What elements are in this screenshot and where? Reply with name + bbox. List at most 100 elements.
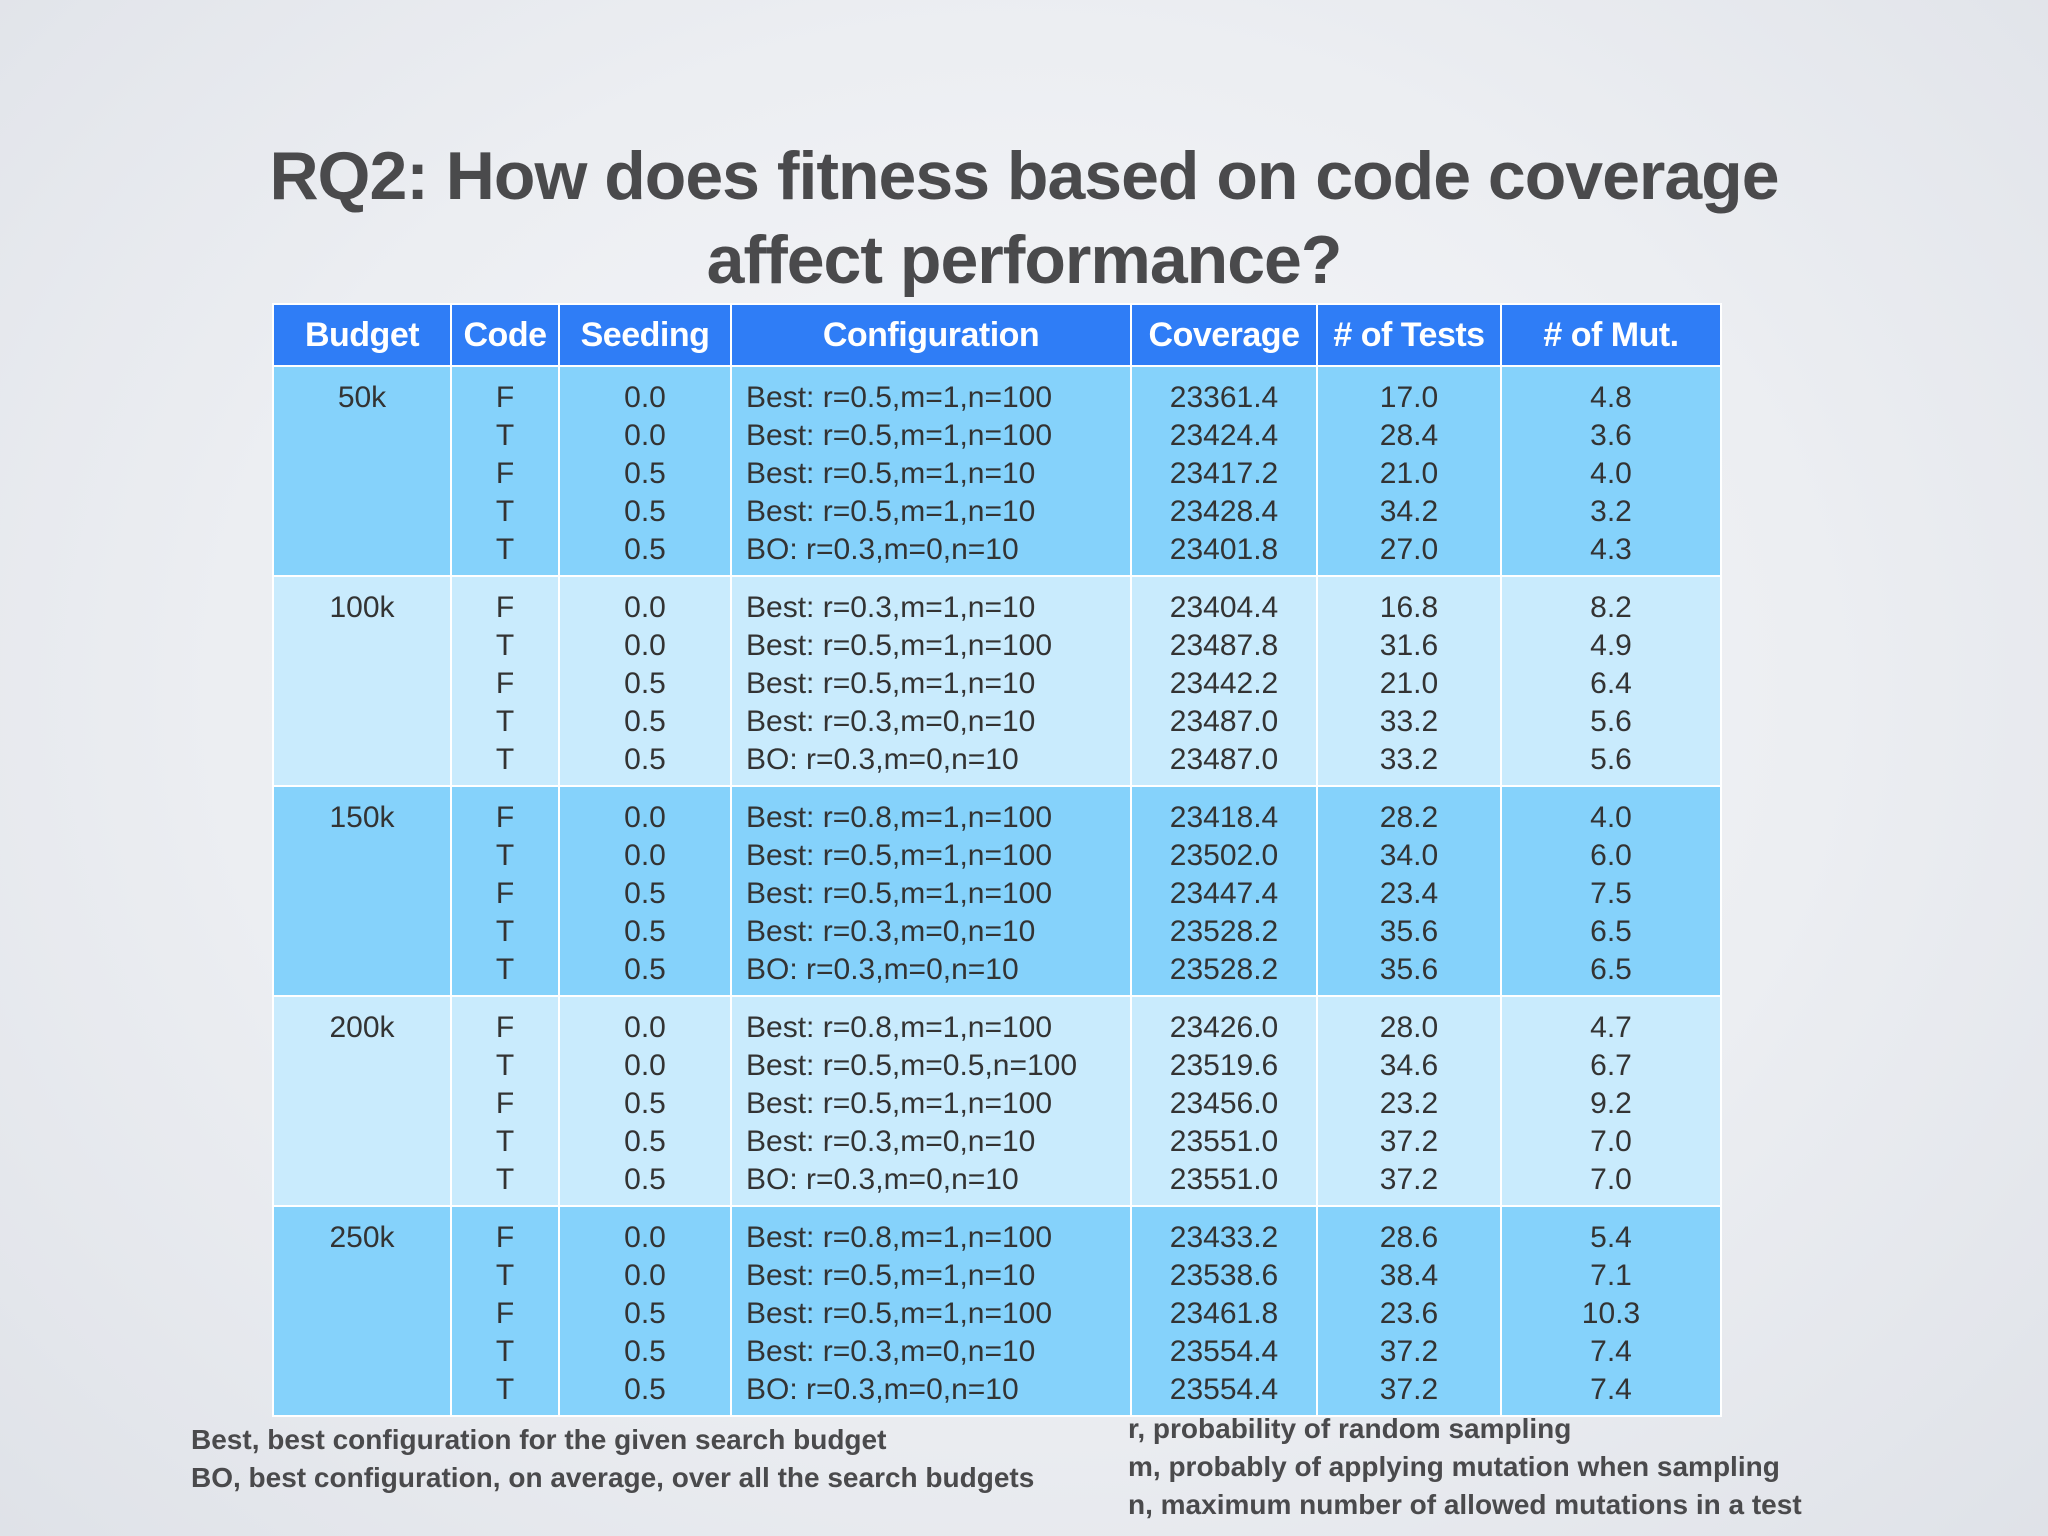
code-value: F — [495, 591, 515, 624]
tests-value: 31.6 — [1379, 629, 1439, 662]
configuration-value: Best: r=0.5,m=1,n=10 — [746, 667, 1036, 700]
coverage-cell: 23433.2 23538.6 23461.8 23554.4 23554.4 — [1130, 1205, 1318, 1417]
budget-value: 250k — [329, 1221, 395, 1254]
budget-value: 150k — [329, 801, 395, 834]
mutations-value: 3.2 — [1590, 495, 1632, 528]
configuration-value: BO: r=0.3,m=0,n=10 — [746, 1373, 1019, 1406]
coverage-value: 23502.0 — [1169, 839, 1279, 872]
configuration-value: BO: r=0.3,m=0,n=10 — [746, 743, 1019, 776]
tests-cell: 17.0 28.4 21.0 34.2 27.0 — [1316, 365, 1502, 577]
tests-value: 35.6 — [1379, 915, 1439, 948]
header-coverage: Coverage — [1130, 303, 1318, 367]
coverage-value: 23554.4 — [1169, 1373, 1279, 1406]
code-value: T — [495, 839, 515, 872]
configuration-value: Best: r=0.5,m=1,n=10 — [746, 457, 1036, 490]
tests-value: 38.4 — [1379, 1259, 1439, 1292]
mutations-cell: 4.0 6.0 7.5 6.5 6.5 — [1500, 785, 1722, 997]
seeding-value: 0.0 — [624, 1011, 666, 1044]
code-value: F — [495, 877, 515, 910]
mutations-value: 8.2 — [1590, 591, 1632, 624]
header-mutations: # of Mut. — [1500, 303, 1722, 367]
configuration-value: BO: r=0.3,m=0,n=10 — [746, 953, 1019, 986]
configuration-value: Best: r=0.5,m=1,n=100 — [746, 877, 1053, 910]
coverage-value: 23433.2 — [1169, 1221, 1279, 1254]
seeding-value: 0.5 — [624, 1297, 666, 1330]
code-value: F — [495, 457, 515, 490]
configuration-value: Best: r=0.3,m=0,n=10 — [746, 915, 1036, 948]
mutations-value: 6.7 — [1590, 1049, 1632, 1082]
configuration-cell: Best: r=0.8,m=1,n=100 Best: r=0.5,m=1,n=1… — [730, 785, 1132, 997]
table-row: 50k F T F T T 0.0 0.0 0.5 0.5 0.5 Best: r=0.5,m=1,n… — [272, 365, 1722, 577]
seeding-cell: 0.0 0.0 0.5 0.5 0.5 — [558, 995, 732, 1207]
code-value: T — [495, 743, 515, 776]
code-value: F — [495, 1297, 515, 1330]
coverage-value: 23361.4 — [1169, 381, 1279, 414]
note-best: Best, best configuration for the given s… — [191, 1424, 887, 1455]
mutations-value: 7.0 — [1590, 1125, 1632, 1158]
results-table: Budget Code Seeding Configuration Covera… — [272, 303, 1722, 1417]
seeding-value: 0.5 — [624, 495, 666, 528]
configuration-value: Best: r=0.8,m=1,n=100 — [746, 1221, 1053, 1254]
code-value: T — [495, 705, 515, 738]
configuration-value: BO: r=0.3,m=0,n=10 — [746, 1163, 1019, 1196]
seeding-value: 0.5 — [624, 705, 666, 738]
configuration-value: Best: r=0.5,m=1,n=100 — [746, 629, 1053, 662]
note-r: r, probability of random sampling — [1128, 1413, 1572, 1444]
seeding-value: 0.5 — [624, 1125, 666, 1158]
coverage-cell: 23418.4 23502.0 23447.4 23528.2 23528.2 — [1130, 785, 1318, 997]
coverage-value: 23551.0 — [1169, 1125, 1279, 1158]
configuration-value: Best: r=0.3,m=0,n=10 — [746, 705, 1036, 738]
tests-value: 28.6 — [1379, 1221, 1439, 1254]
mutations-cell: 5.4 7.1 10.3 7.4 7.4 — [1500, 1205, 1722, 1417]
mutations-value: 4.9 — [1590, 629, 1632, 662]
configuration-value: Best: r=0.5,m=1,n=100 — [746, 381, 1053, 414]
coverage-value: 23424.4 — [1169, 419, 1279, 452]
seeding-value: 0.5 — [624, 915, 666, 948]
mutations-cell: 8.2 4.9 6.4 5.6 5.6 — [1500, 575, 1722, 787]
mutations-value: 3.6 — [1590, 419, 1632, 452]
tests-value: 34.6 — [1379, 1049, 1439, 1082]
mutations-value: 9.2 — [1590, 1087, 1632, 1120]
tests-value: 34.0 — [1379, 839, 1439, 872]
mutations-value: 4.3 — [1590, 533, 1632, 566]
seeding-cell: 0.0 0.0 0.5 0.5 0.5 — [558, 575, 732, 787]
tests-value: 16.8 — [1379, 591, 1439, 624]
coverage-value: 23426.0 — [1169, 1011, 1279, 1044]
mutations-value: 7.5 — [1590, 877, 1632, 910]
configuration-value: BO: r=0.3,m=0,n=10 — [746, 533, 1019, 566]
tests-value: 27.0 — [1379, 533, 1439, 566]
configuration-value: Best: r=0.3,m=0,n=10 — [746, 1335, 1036, 1368]
table-row: 150k F T F T T 0.0 0.0 0.5 0.5 0.5 Best: r=0.8,m=1,… — [272, 785, 1722, 997]
legend-notes-right: r, probability of random sampling m, pro… — [1128, 1410, 1802, 1524]
configuration-value: Best: r=0.5,m=1,n=100 — [746, 839, 1053, 872]
seeding-value: 0.0 — [624, 1259, 666, 1292]
mutations-value: 7.4 — [1590, 1373, 1632, 1406]
seeding-value: 0.5 — [624, 457, 666, 490]
coverage-value: 23551.0 — [1169, 1163, 1279, 1196]
configuration-cell: Best: r=0.8,m=1,n=100 Best: r=0.5,m=1,n=1… — [730, 1205, 1132, 1417]
budget-cell: 50k — [272, 365, 452, 577]
coverage-value: 23417.2 — [1169, 457, 1279, 490]
configuration-value: Best: r=0.5,m=1,n=100 — [746, 1297, 1053, 1330]
coverage-value: 23487.8 — [1169, 629, 1279, 662]
budget-value: 50k — [337, 381, 387, 414]
seeding-value: 0.5 — [624, 1087, 666, 1120]
seeding-value: 0.0 — [624, 381, 666, 414]
seeding-value: 0.5 — [624, 877, 666, 910]
seeding-value: 0.0 — [624, 839, 666, 872]
tests-cell: 28.6 38.4 23.6 37.2 37.2 — [1316, 1205, 1502, 1417]
code-value: F — [495, 667, 515, 700]
mutations-value: 5.6 — [1590, 705, 1632, 738]
code-value: T — [495, 1049, 515, 1082]
seeding-cell: 0.0 0.0 0.5 0.5 0.5 — [558, 1205, 732, 1417]
coverage-value: 23554.4 — [1169, 1335, 1279, 1368]
seeding-value: 0.0 — [624, 801, 666, 834]
configuration-value: Best: r=0.3,m=1,n=10 — [746, 591, 1036, 624]
tests-value: 37.2 — [1379, 1373, 1439, 1406]
configuration-value: Best: r=0.8,m=1,n=100 — [746, 801, 1053, 834]
seeding-value: 0.0 — [624, 1049, 666, 1082]
table-row: 200k F T F T T 0.0 0.0 0.5 0.5 0.5 Best: r=0.8,m=1,… — [272, 995, 1722, 1207]
